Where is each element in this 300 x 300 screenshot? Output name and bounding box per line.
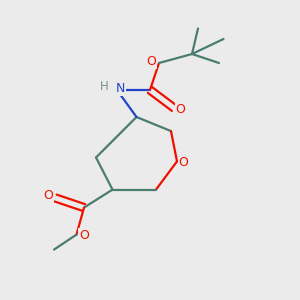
Text: H: H [100, 80, 109, 94]
Text: O: O [44, 189, 53, 202]
Text: N: N [115, 82, 125, 95]
Text: O: O [80, 229, 89, 242]
Text: O: O [147, 55, 156, 68]
Text: O: O [179, 155, 188, 169]
Text: O: O [176, 103, 185, 116]
